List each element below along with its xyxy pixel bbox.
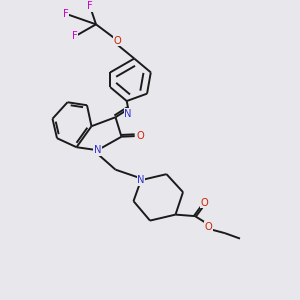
Text: N: N	[137, 175, 145, 185]
Text: O: O	[136, 131, 144, 141]
Text: F: F	[72, 31, 78, 41]
Text: O: O	[200, 198, 208, 208]
Text: F: F	[87, 2, 93, 11]
Text: F: F	[63, 9, 69, 19]
Text: O: O	[113, 36, 121, 46]
Text: N: N	[94, 145, 101, 155]
Text: O: O	[205, 222, 212, 232]
Text: N: N	[124, 109, 132, 118]
